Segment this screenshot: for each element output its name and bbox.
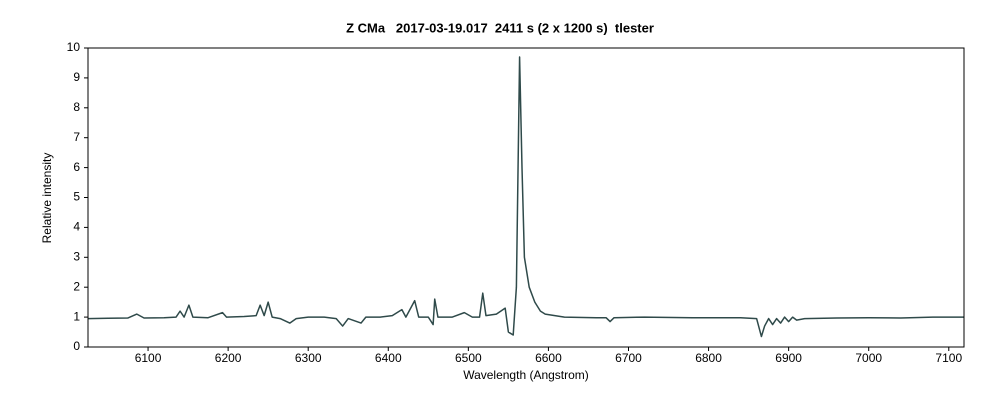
y-tick-label: 3 [73, 249, 80, 263]
x-tick-label: 6500 [455, 351, 482, 365]
y-tick-label: 10 [67, 40, 81, 54]
y-tick-label: 2 [73, 279, 80, 293]
y-tick-label: 1 [73, 309, 80, 323]
x-tick-label: 6700 [615, 351, 642, 365]
x-tick-label: 6400 [375, 351, 402, 365]
x-axis-label: Wavelength (Angstrom) [463, 368, 589, 382]
y-tick-label: 0 [73, 339, 80, 353]
x-tick-label: 6300 [295, 351, 322, 365]
y-axis-label: Relative intensity [40, 153, 54, 244]
y-tick-label: 5 [73, 190, 80, 204]
x-tick-label: 6600 [535, 351, 562, 365]
x-tick-label: 6200 [215, 351, 242, 365]
plot-frame [87, 47, 965, 348]
x-tick-label: 7000 [855, 351, 882, 365]
x-tick-label: 6100 [135, 351, 162, 365]
x-tick-label: 6900 [775, 351, 802, 365]
y-tick-label: 7 [73, 130, 80, 144]
x-tick-label: 7100 [935, 351, 962, 365]
y-tick-label: 4 [73, 220, 80, 234]
y-tick-label: 9 [73, 70, 80, 84]
chart-title: Z CMa 2017-03-19.017 2411 s (2 x 1200 s)… [346, 20, 654, 35]
x-tick-label: 6800 [695, 351, 722, 365]
y-tick-label: 6 [73, 160, 80, 174]
spectrum-line [87, 56, 964, 338]
y-tick-label: 8 [73, 100, 80, 114]
